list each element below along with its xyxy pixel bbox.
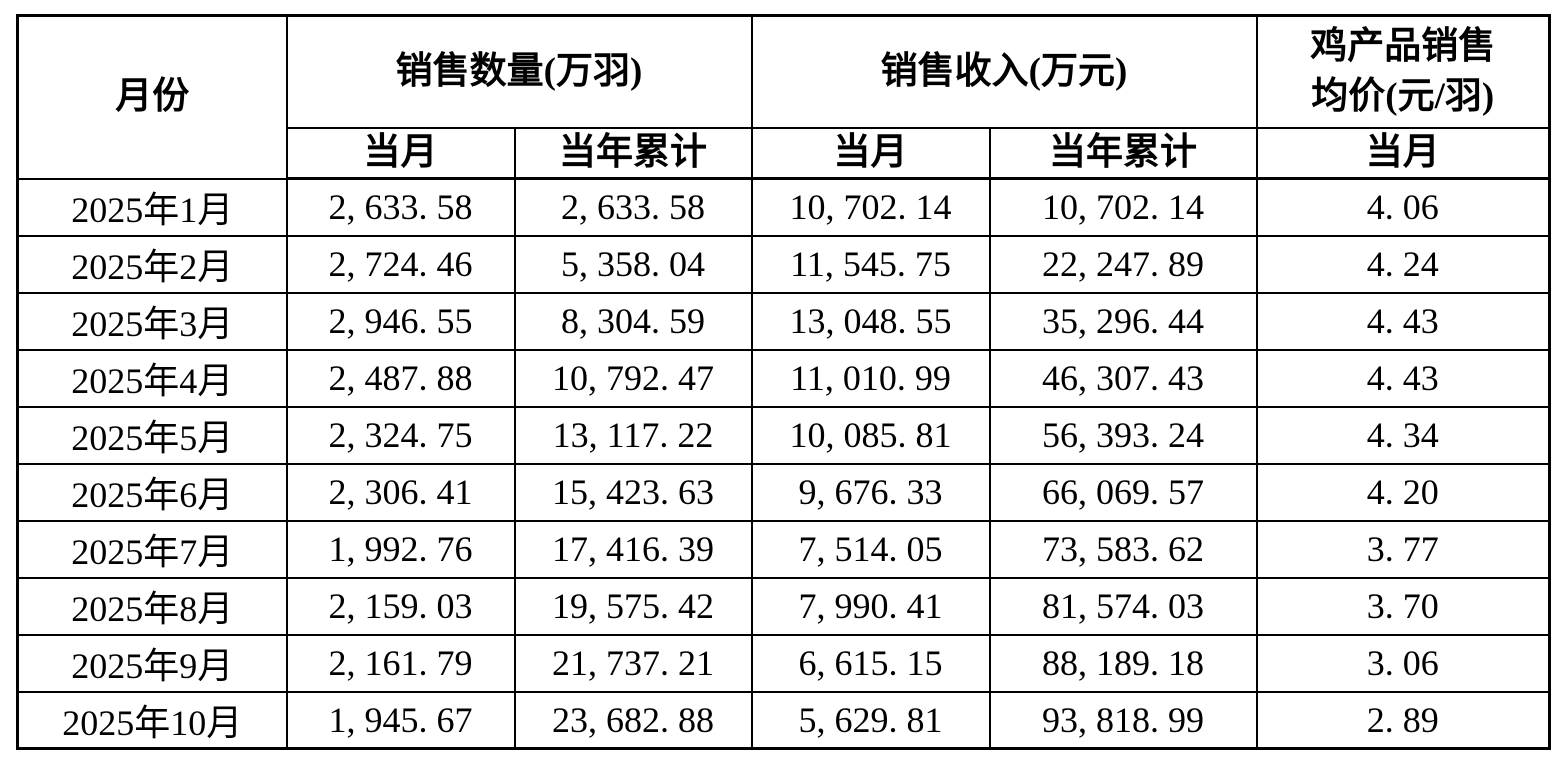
avg-price-cell: 4. 24	[1255, 234, 1551, 294]
qty-ytd-cell: 13, 117. 22	[513, 405, 753, 465]
avg-price-cell: 3. 70	[1255, 576, 1551, 636]
qty-month-cell: 2, 324. 75	[285, 405, 516, 465]
qty-ytd-cell: 15, 423. 63	[513, 462, 753, 522]
table-row: 2025年6月 2, 306. 41 15, 423. 63 9, 676. 3…	[16, 462, 1551, 522]
qty-ytd-cell: 23, 682. 88	[513, 690, 753, 750]
table-row: 2025年5月 2, 324. 75 13, 117. 22 10, 085. …	[16, 405, 1551, 465]
subheader-rev-current-month: 当月	[750, 126, 991, 180]
table-row: 2025年3月 2, 946. 55 8, 304. 59 13, 048. 5…	[16, 291, 1551, 351]
rev-ytd-cell: 66, 069. 57	[988, 462, 1258, 522]
subheader-price-current-month: 当月	[1255, 126, 1551, 180]
qty-ytd-cell: 19, 575. 42	[513, 576, 753, 636]
header-group-row: 月份 销售数量(万羽) 销售收入(万元) 鸡产品销售 均价(元/羽)	[16, 14, 1551, 180]
avg-price-cell: 4. 43	[1255, 291, 1551, 351]
rev-month-cell: 13, 048. 55	[750, 291, 991, 351]
header-month: 月份	[16, 14, 288, 180]
table-row: 2025年9月 2, 161. 79 21, 737. 21 6, 615. 1…	[16, 633, 1551, 693]
month-cell: 2025年8月	[16, 576, 288, 636]
table-row: 2025年8月 2, 159. 03 19, 575. 42 7, 990. 4…	[16, 576, 1551, 636]
table-row: 2025年2月 2, 724. 46 5, 358. 04 11, 545. 7…	[16, 234, 1551, 294]
month-cell: 2025年1月	[16, 177, 288, 237]
rev-month-cell: 9, 676. 33	[750, 462, 991, 522]
qty-ytd-cell: 5, 358. 04	[513, 234, 753, 294]
qty-ytd-cell: 8, 304. 59	[513, 291, 753, 351]
rev-ytd-cell: 46, 307. 43	[988, 348, 1258, 408]
monthly-chicken-sales-table: 月份 销售数量(万羽) 销售收入(万元) 鸡产品销售 均价(元/羽) 当月 当年…	[16, 14, 1551, 750]
rev-ytd-cell: 81, 574. 03	[988, 576, 1258, 636]
month-cell: 2025年5月	[16, 405, 288, 465]
table-header: 月份 销售数量(万羽) 销售收入(万元) 鸡产品销售 均价(元/羽) 当月 当年…	[16, 14, 1551, 180]
table-row: 2025年10月 1, 945. 67 23, 682. 88 5, 629. …	[16, 690, 1551, 750]
header-sales-quantity: 销售数量(万羽)	[285, 14, 753, 129]
rev-ytd-cell: 73, 583. 62	[988, 519, 1258, 579]
rev-ytd-cell: 56, 393. 24	[988, 405, 1258, 465]
avg-price-cell: 4. 43	[1255, 348, 1551, 408]
qty-month-cell: 2, 724. 46	[285, 234, 516, 294]
qty-month-cell: 1, 945. 67	[285, 690, 516, 750]
rev-month-cell: 10, 702. 14	[750, 177, 991, 237]
avg-price-cell: 4. 06	[1255, 177, 1551, 237]
subheader-rev-ytd: 当年累计	[988, 126, 1258, 180]
rev-month-cell: 6, 615. 15	[750, 633, 991, 693]
qty-ytd-cell: 17, 416. 39	[513, 519, 753, 579]
table-body: 2025年1月 2, 633. 58 2, 633. 58 10, 702. 1…	[16, 177, 1551, 750]
avg-price-cell: 4. 20	[1255, 462, 1551, 522]
month-cell: 2025年7月	[16, 519, 288, 579]
qty-month-cell: 2, 159. 03	[285, 576, 516, 636]
rev-month-cell: 7, 990. 41	[750, 576, 991, 636]
avg-price-cell: 3. 77	[1255, 519, 1551, 579]
qty-ytd-cell: 2, 633. 58	[513, 177, 753, 237]
header-average-price: 鸡产品销售 均价(元/羽)	[1255, 14, 1551, 129]
month-cell: 2025年3月	[16, 291, 288, 351]
table-row: 2025年4月 2, 487. 88 10, 792. 47 11, 010. …	[16, 348, 1551, 408]
qty-month-cell: 1, 992. 76	[285, 519, 516, 579]
month-cell: 2025年9月	[16, 633, 288, 693]
header-sales-revenue: 销售收入(万元)	[750, 14, 1258, 129]
qty-month-cell: 2, 633. 58	[285, 177, 516, 237]
rev-ytd-cell: 35, 296. 44	[988, 291, 1258, 351]
qty-month-cell: 2, 487. 88	[285, 348, 516, 408]
month-cell: 2025年4月	[16, 348, 288, 408]
rev-month-cell: 5, 629. 81	[750, 690, 991, 750]
subheader-qty-current-month: 当月	[285, 126, 516, 180]
rev-ytd-cell: 22, 247. 89	[988, 234, 1258, 294]
rev-month-cell: 11, 010. 99	[750, 348, 991, 408]
avg-price-cell: 3. 06	[1255, 633, 1551, 693]
avg-price-cell: 4. 34	[1255, 405, 1551, 465]
qty-month-cell: 2, 306. 41	[285, 462, 516, 522]
rev-month-cell: 10, 085. 81	[750, 405, 991, 465]
qty-ytd-cell: 10, 792. 47	[513, 348, 753, 408]
qty-month-cell: 2, 161. 79	[285, 633, 516, 693]
month-cell: 2025年10月	[16, 690, 288, 750]
rev-month-cell: 11, 545. 75	[750, 234, 991, 294]
rev-month-cell: 7, 514. 05	[750, 519, 991, 579]
subheader-qty-ytd: 当年累计	[513, 126, 753, 180]
rev-ytd-cell: 93, 818. 99	[988, 690, 1258, 750]
qty-ytd-cell: 21, 737. 21	[513, 633, 753, 693]
table-row: 2025年7月 1, 992. 76 17, 416. 39 7, 514. 0…	[16, 519, 1551, 579]
header-sub-row: 当月 当年累计 当月 当年累计 当月	[18, 126, 1551, 180]
rev-ytd-cell: 88, 189. 18	[988, 633, 1258, 693]
avg-price-cell: 2. 89	[1255, 690, 1551, 750]
month-cell: 2025年6月	[16, 462, 288, 522]
rev-ytd-cell: 10, 702. 14	[988, 177, 1258, 237]
table-row: 2025年1月 2, 633. 58 2, 633. 58 10, 702. 1…	[16, 177, 1551, 237]
month-cell: 2025年2月	[16, 234, 288, 294]
qty-month-cell: 2, 946. 55	[285, 291, 516, 351]
